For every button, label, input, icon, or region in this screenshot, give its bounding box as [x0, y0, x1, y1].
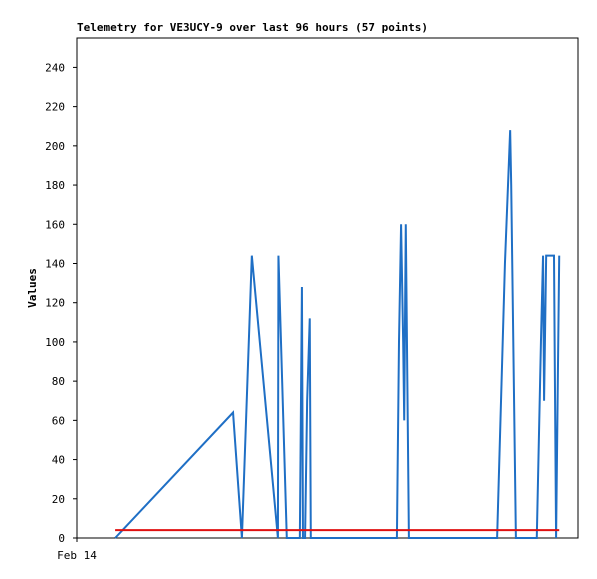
plot-frame [76, 37, 579, 539]
y-tick-label: 0 [58, 532, 65, 545]
y-tick-label: 180 [45, 179, 65, 192]
y-tick-label: 140 [45, 257, 65, 270]
y-tick-label: 120 [45, 297, 65, 310]
series-line [114, 130, 561, 539]
y-tick-label: 220 [45, 101, 65, 114]
y-tick-label: 20 [52, 493, 65, 506]
y-tick-label: 60 [52, 414, 65, 427]
x-tick-label: Feb 14 [57, 549, 97, 562]
chart-title: Telemetry for VE3UCY-9 over last 96 hour… [77, 21, 428, 34]
y-axis-label: Values [26, 268, 39, 308]
y-tick-label: 80 [52, 375, 65, 388]
y-tick-label: 40 [52, 454, 65, 467]
y-tick-label: 240 [45, 61, 65, 74]
y-tick-label: 200 [45, 140, 65, 153]
y-tick-label: 100 [45, 336, 65, 349]
y-tick-label: 160 [45, 218, 65, 231]
